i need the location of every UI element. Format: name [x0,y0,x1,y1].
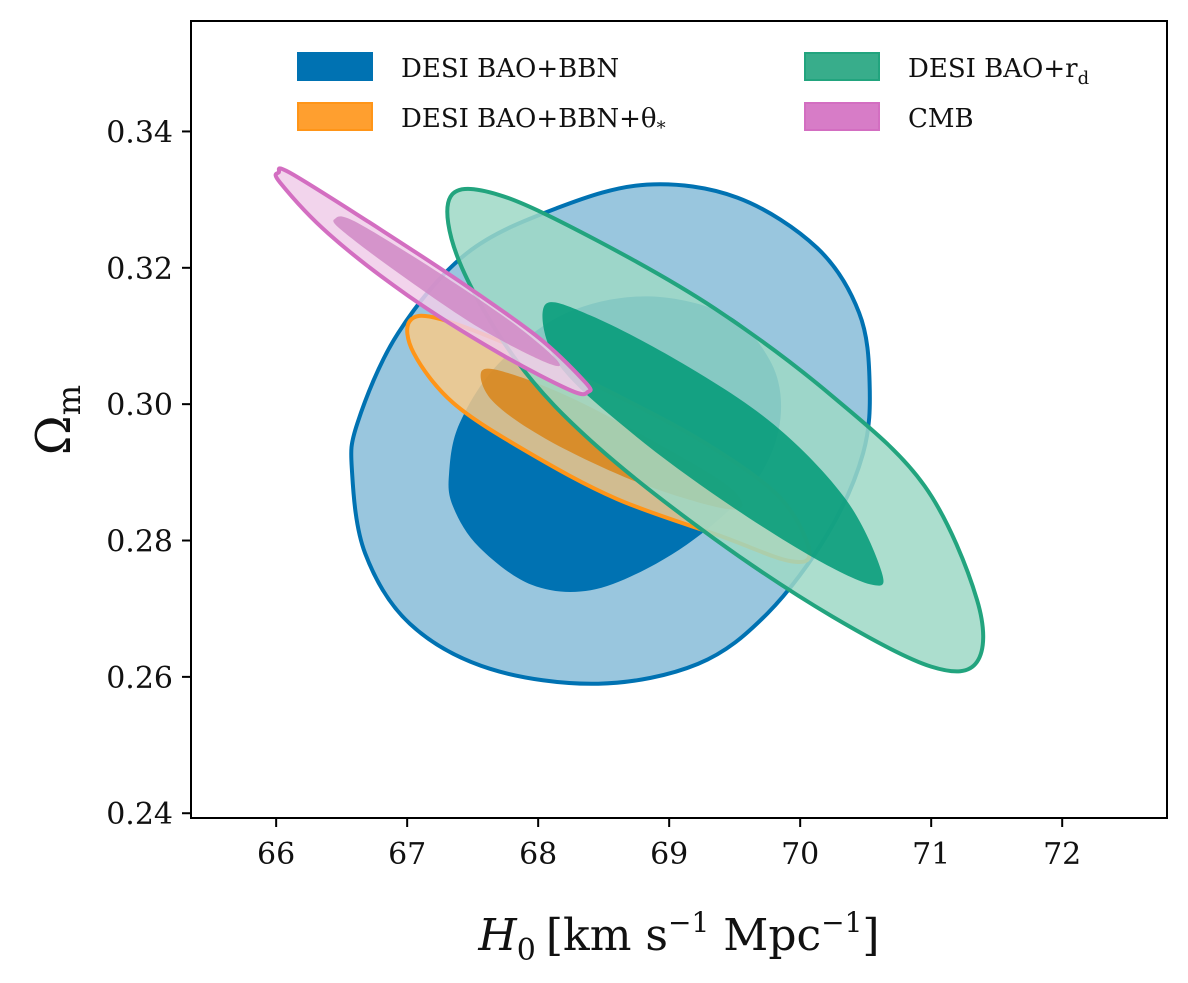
x-tick-label: 69 [650,837,688,872]
x-tick-label: 71 [912,837,950,872]
x-tick-label: 72 [1043,837,1081,872]
series-cmb [273,166,593,397]
y-axis-symbol-sub: m [50,385,88,415]
x-tick-label: 66 [257,837,295,872]
contour-95-outline-desi-bao-r-d [445,186,986,674]
x-axis-unit-open: [km s [546,910,668,961]
contour-68-desi-bao-r-d [542,302,884,586]
y-tick-label: 0.26 [106,661,173,696]
legend-swatch [804,52,880,81]
x-tick-label: 70 [781,837,819,872]
x-tick-label: 67 [388,837,426,872]
legend-label: DESI BAO+BBN+θ* [401,104,666,139]
legend-swatch [297,52,373,81]
contour-68-cmb [333,216,560,367]
x-axis-unit-mid: Mpc [709,910,821,961]
y-axis: 0.24 0.26 0.28 0.30 0.32 0.34 [106,115,191,832]
legend-item: DESI BAO+BBN [297,52,619,84]
x-axis-unit-exp1: −1 [668,906,709,939]
x-axis-title: H0 [km s−1 Mpc−1] [477,906,879,968]
legend-swatch [297,102,373,131]
axes-frame [190,20,1168,819]
legend-label: CMB [908,104,974,134]
x-axis: 66 67 68 69 70 71 72 [257,818,1081,872]
x-axis-unit-close: ] [862,910,879,961]
legend: DESI BAO+BBN DESI BAO+BBN+θ* DESI BAO+rd CM… [297,52,1089,139]
y-axis-title: Ωm [26,385,88,455]
legend-item: CMB [804,102,974,134]
legend-swatch [804,102,880,131]
legend-item: DESI BAO+rd [804,52,1089,89]
contour-95-outline-cmb [273,166,593,397]
y-tick-label: 0.30 [106,388,173,423]
legend-label: DESI BAO+BBN [401,54,619,84]
y-axis-symbol: Ω [26,415,82,455]
y-tick-label: 0.32 [106,252,173,287]
x-axis-symbol: H [477,910,518,961]
y-tick-label: 0.34 [106,115,173,150]
y-tick-label: 0.24 [106,797,173,832]
x-tick-label: 68 [519,837,557,872]
y-tick-label: 0.28 [106,525,173,560]
legend-label: DESI BAO+rd [908,54,1089,89]
series-desi-bao-r-d [445,186,986,674]
contours-layer [273,166,986,686]
legend-item: DESI BAO+BBN+θ* [297,102,666,139]
x-axis-unit-exp2: −1 [821,906,862,939]
x-axis-symbol-sub: 0 [517,933,536,968]
